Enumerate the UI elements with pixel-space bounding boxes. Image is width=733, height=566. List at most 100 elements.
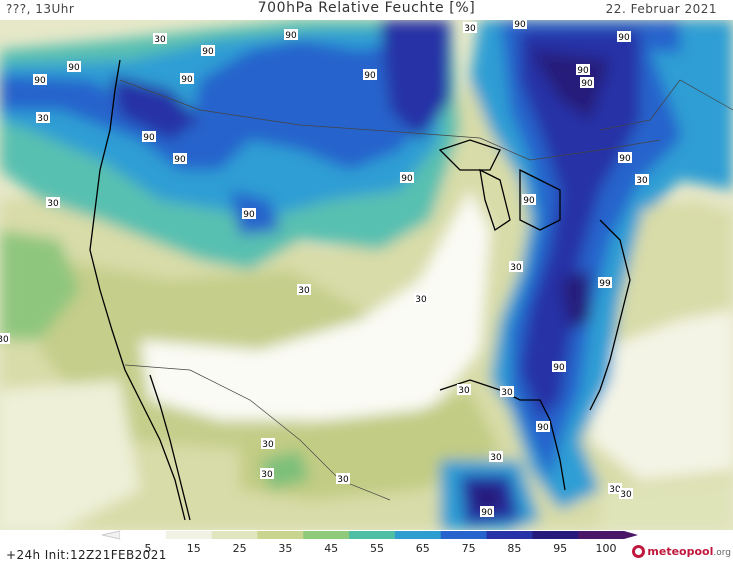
contour-label: 90 xyxy=(618,152,632,164)
contour-label: 90 xyxy=(480,506,494,518)
contour-label: 90 xyxy=(173,153,187,165)
colorbar-tick-label: 45 xyxy=(324,542,339,555)
colorbar-segment xyxy=(211,531,258,539)
coastlines xyxy=(89,59,631,521)
contour-label: 30 xyxy=(457,384,471,396)
contour-label: 90 xyxy=(580,77,594,89)
contour-label: 90 xyxy=(536,421,550,433)
colorbar-tick-label: 95 xyxy=(553,542,568,555)
contour-label: 30 xyxy=(260,468,274,480)
svg-text:90: 90 xyxy=(553,363,565,373)
contour-label: 90 xyxy=(522,194,536,206)
contour-label: 90 xyxy=(67,61,81,73)
contour-label: 90 xyxy=(400,172,414,184)
colorbar-tick-label: 35 xyxy=(278,542,293,555)
contour-label: 30 xyxy=(36,112,50,124)
svg-text:90: 90 xyxy=(202,47,214,57)
colorbar-segment xyxy=(349,531,396,539)
svg-text:90: 90 xyxy=(34,76,46,86)
colorbar-tick-label: 85 xyxy=(507,542,522,555)
colorbar-segment xyxy=(257,531,304,539)
contour-label: 30 xyxy=(463,22,477,34)
svg-text:30: 30 xyxy=(415,295,427,305)
contour-label: 30 xyxy=(46,197,60,209)
svg-text:90: 90 xyxy=(243,210,255,220)
humidity-field: 30 90 90 90 30 90 90 90 90 90 90 90 90 9… xyxy=(0,20,733,530)
svg-text:90: 90 xyxy=(68,63,80,73)
svg-text:30: 30 xyxy=(510,263,522,273)
svg-text:90: 90 xyxy=(619,154,631,164)
svg-text:30: 30 xyxy=(636,176,648,186)
colorbar-right-arrow xyxy=(624,531,638,539)
svg-text:30: 30 xyxy=(458,386,470,396)
svg-text:90: 90 xyxy=(577,66,589,76)
colorbar-segment xyxy=(120,531,167,539)
map-header: ???, 13Uhr 700hPa Relative Feuchte [%] 2… xyxy=(0,0,733,20)
contour-label: 90 xyxy=(142,131,156,143)
contour-label: 90 xyxy=(552,361,566,373)
colorbar-tick-label: 25 xyxy=(232,542,247,555)
svg-text:90: 90 xyxy=(174,155,186,165)
contour-label: 90 xyxy=(242,208,256,220)
meteopool-logo[interactable]: meteopool.org xyxy=(632,545,731,558)
svg-text:30: 30 xyxy=(37,114,49,124)
logo-text: meteopool.org xyxy=(647,545,731,558)
colorbar-segment xyxy=(394,531,442,539)
svg-text:30: 30 xyxy=(298,286,310,296)
svg-text:90: 90 xyxy=(364,71,376,81)
svg-text:30: 30 xyxy=(490,453,502,463)
contour-label: 90 xyxy=(180,73,194,85)
contour-label: 30 xyxy=(619,488,633,500)
svg-text:90: 90 xyxy=(481,508,493,518)
colorbar-segment xyxy=(165,531,213,539)
svg-text:30: 30 xyxy=(47,199,59,209)
humidity-shading xyxy=(0,20,733,530)
colorbar-segment xyxy=(532,531,579,539)
contour-label: 90 xyxy=(617,31,631,43)
contour-label: 90 xyxy=(201,45,215,57)
svg-text:30: 30 xyxy=(609,485,621,495)
contour-label: 30 xyxy=(509,261,523,273)
svg-text:30: 30 xyxy=(501,388,513,398)
contour-label: 30 xyxy=(153,33,167,45)
contour-label: 30 xyxy=(261,438,275,450)
svg-text:90: 90 xyxy=(143,133,155,143)
contour-label: 30 xyxy=(336,473,350,485)
contour-label: 30 xyxy=(297,284,311,296)
svg-text:30: 30 xyxy=(262,440,274,450)
svg-text:30: 30 xyxy=(464,24,476,34)
svg-text:90: 90 xyxy=(537,423,549,433)
contour-label: 30 xyxy=(500,386,514,398)
svg-text:90: 90 xyxy=(618,33,630,43)
contour-label: 30 xyxy=(489,451,503,463)
svg-text:90: 90 xyxy=(523,196,535,206)
colorbar-segment xyxy=(440,531,488,539)
contour-label: 90 xyxy=(513,20,527,30)
colorbar-tick-label: 55 xyxy=(370,542,384,555)
colorbar-left-arrow xyxy=(101,530,121,540)
colorbar-tick-label: 65 xyxy=(415,542,430,555)
svg-text:30: 30 xyxy=(337,475,349,485)
svg-text:30: 30 xyxy=(261,470,273,480)
svg-text:90: 90 xyxy=(581,79,593,89)
contour-label: 90 xyxy=(363,69,377,81)
init-time: +24h Init:12Z21FEB2021 xyxy=(6,548,167,562)
colorbar-tick-label: 100 xyxy=(595,542,617,555)
map-title: 700hPa Relative Feuchte [%] xyxy=(257,0,476,16)
humidity-map: 30 90 90 90 30 90 90 90 90 90 90 90 90 9… xyxy=(0,20,733,530)
colorbar-tick-label: 75 xyxy=(461,542,476,555)
colorbar-segment xyxy=(578,531,625,539)
svg-text:90: 90 xyxy=(514,20,526,30)
colorbar-tick-label: 5 xyxy=(144,542,152,555)
colorbar xyxy=(101,530,638,540)
colorbar-tick-label: 15 xyxy=(186,542,201,555)
colorbar-segments xyxy=(101,530,638,540)
valid-date: 22. Februar 2021 xyxy=(605,2,717,16)
colorbar-segment xyxy=(486,531,533,539)
valid-time: ???, 13Uhr xyxy=(6,2,75,16)
map-footer: 5 15 25 35 45 55 65 75 85 95 100 +24h Init:12Z21FE… xyxy=(0,530,733,566)
svg-text:30: 30 xyxy=(620,490,632,500)
contour-label: 99 xyxy=(598,277,612,289)
svg-text:90: 90 xyxy=(401,174,413,184)
contour-label: 90 xyxy=(576,64,590,76)
